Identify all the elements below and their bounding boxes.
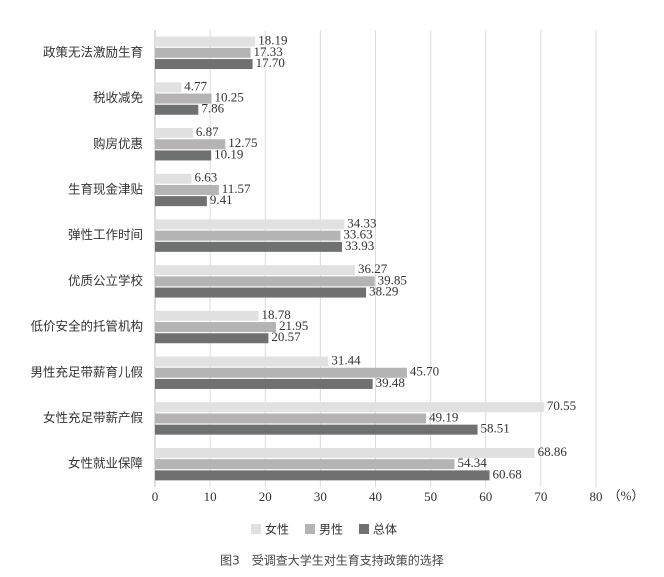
bar — [155, 241, 343, 252]
chart-caption: 图3 受调查大学生对生育支持政策的选择 — [220, 553, 444, 568]
bar — [155, 82, 182, 93]
legend-label: 总体 — [373, 523, 397, 537]
x-tick-label: 30 — [314, 489, 327, 504]
value-label: 10.25 — [215, 90, 244, 105]
y-tick-label: 女性就业保障 — [68, 456, 143, 471]
value-label: 34.33 — [347, 215, 376, 230]
bar — [155, 196, 207, 207]
bar — [155, 402, 544, 413]
x-tick-label: 10 — [204, 489, 217, 504]
bar — [155, 219, 345, 230]
y-tick-label: 生育现金津贴 — [68, 181, 143, 196]
value-label: 10.19 — [214, 146, 243, 161]
bar — [155, 378, 373, 389]
x-tick-label: 70 — [534, 489, 547, 504]
y-tick-label: 优质公立学校 — [68, 273, 144, 288]
bar — [155, 128, 193, 139]
x-axis-label: （%） — [608, 488, 645, 503]
value-label: 17.70 — [256, 55, 285, 70]
legend-label: 女性 — [265, 522, 289, 537]
x-tick-label: 0 — [152, 489, 159, 504]
bar — [155, 333, 269, 344]
y-tick-label: 女性充足带薪产假 — [43, 410, 144, 425]
bar — [155, 47, 251, 58]
legend-label: 男性 — [319, 523, 343, 537]
value-label: 60.68 — [492, 466, 521, 481]
value-label: 45.70 — [410, 364, 439, 379]
value-label: 39.48 — [376, 375, 405, 390]
legend-swatch — [305, 524, 315, 534]
bar — [155, 322, 276, 333]
bar — [155, 230, 341, 241]
bar — [155, 367, 407, 378]
bar — [155, 287, 367, 298]
y-tick-label: 男性充足带薪育儿假 — [30, 364, 143, 379]
y-tick-label: 税收减免 — [93, 90, 143, 105]
value-label: 4.77 — [184, 78, 207, 93]
bar — [155, 310, 259, 321]
x-tick-label: 20 — [259, 489, 272, 504]
value-label: 6.87 — [196, 124, 219, 139]
bar — [155, 265, 355, 276]
bar — [155, 459, 455, 470]
value-label: 18.78 — [262, 307, 291, 322]
value-label: 36.27 — [358, 261, 388, 276]
bar — [155, 356, 329, 367]
bar — [155, 413, 427, 424]
y-tick-label: 弹性工作时间 — [68, 227, 143, 242]
x-tick-label: 50 — [424, 489, 437, 504]
x-tick-label: 40 — [369, 489, 382, 504]
x-tick-label: 60 — [479, 489, 492, 504]
value-label: 12.75 — [228, 135, 257, 150]
value-label: 70.55 — [547, 398, 576, 413]
value-label: 33.63 — [343, 227, 372, 242]
value-label: 6.63 — [195, 170, 218, 185]
value-label: 58.51 — [481, 421, 510, 436]
legend-swatch — [359, 524, 369, 534]
bar — [155, 104, 199, 115]
value-label: 11.57 — [222, 181, 251, 196]
value-label: 39.85 — [378, 272, 407, 287]
value-label: 7.86 — [201, 101, 224, 116]
x-tick-label: 80 — [590, 489, 603, 504]
value-label: 38.29 — [369, 284, 398, 299]
bar — [155, 139, 226, 150]
value-label: 17.33 — [254, 44, 283, 59]
y-tick-label: 购房优惠 — [93, 136, 143, 151]
bar — [155, 184, 219, 195]
value-label: 20.57 — [271, 329, 301, 344]
bar — [155, 470, 490, 481]
bar — [155, 276, 375, 287]
bar — [155, 173, 192, 184]
value-label: 49.19 — [429, 409, 458, 424]
value-label: 54.34 — [458, 455, 488, 470]
value-label: 68.86 — [538, 444, 568, 459]
bar — [155, 36, 256, 47]
bar — [155, 447, 535, 458]
value-label: 9.41 — [210, 192, 233, 207]
value-label: 21.95 — [279, 318, 308, 333]
y-tick-label: 政策无法激励生育 — [43, 44, 143, 59]
bar — [155, 59, 253, 70]
legend-swatch — [251, 524, 261, 534]
value-label: 18.19 — [258, 33, 287, 48]
y-tick-label: 低价安全的托管机构 — [30, 319, 143, 334]
value-label: 33.93 — [345, 238, 374, 253]
bar — [155, 424, 478, 435]
value-label: 31.44 — [331, 353, 361, 368]
bar — [155, 93, 212, 104]
bar — [155, 150, 212, 161]
